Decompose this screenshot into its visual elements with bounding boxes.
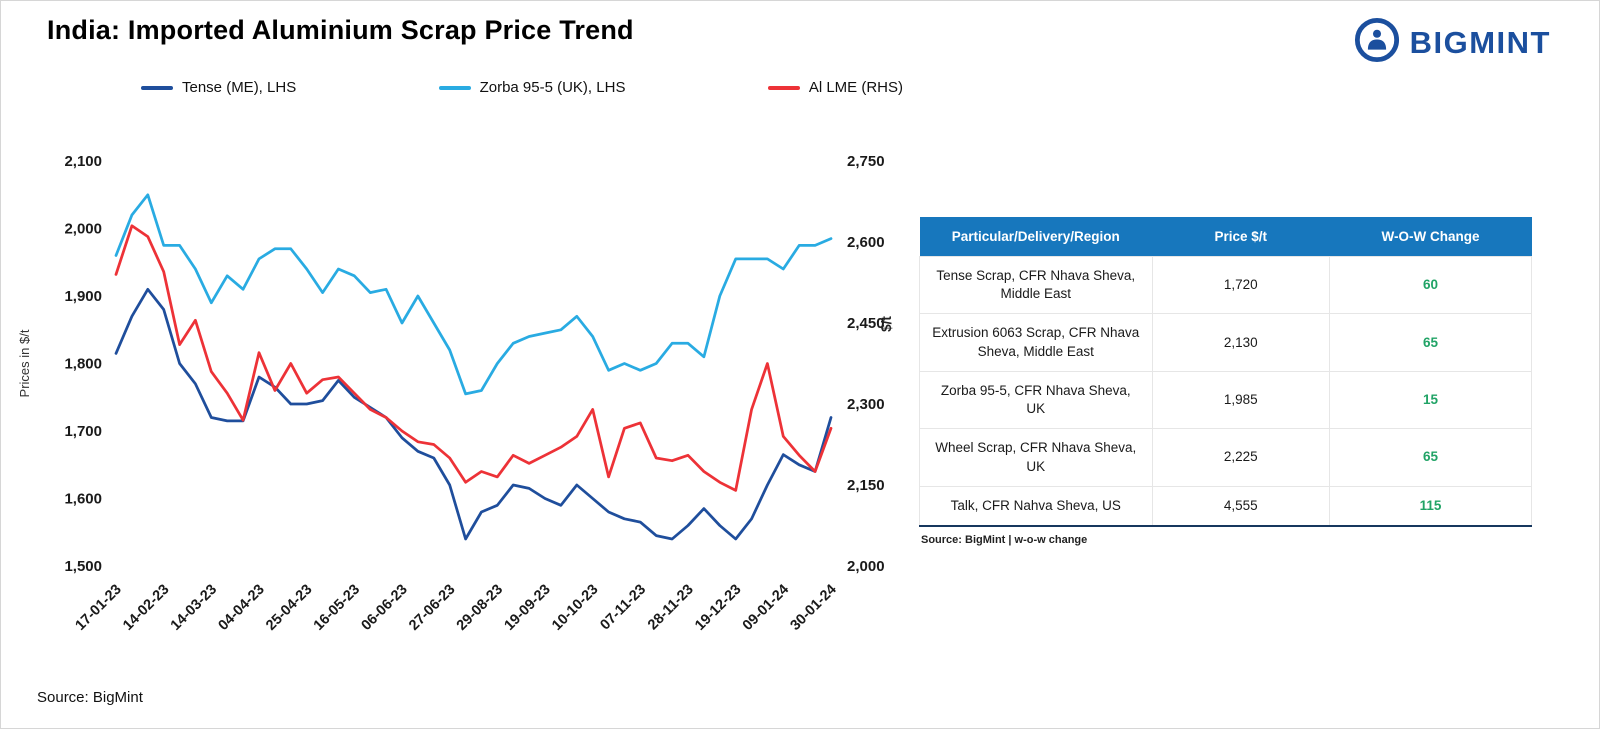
- left-axis-tick-label: 1,700: [64, 423, 102, 440]
- x-axis-tick-label: 30-01-24: [787, 582, 839, 634]
- table-header-row: Particular/Delivery/Region Price $/t W-O-W…: [919, 217, 1532, 257]
- bigmint-logo-text: BIGMINT: [1409, 24, 1551, 60]
- x-axis-tick-label: 17-01-23: [72, 582, 124, 634]
- legend-label: Zorba 95-5 (UK), LHS: [479, 79, 626, 96]
- cell-wow-change: 65: [1329, 428, 1532, 487]
- line-chart-svg: 1,500 1,600 1,700 1,800 1,900 2,000 2,100 2,000…: [17, 153, 894, 634]
- legend-label: Tense (ME), LHS: [182, 79, 297, 96]
- page-title: India: Imported Aluminium Scrap Price Tr…: [47, 15, 634, 45]
- x-axis-tick-label: 28-11-23: [645, 582, 697, 634]
- left-axis-tick-label: 1,600: [64, 491, 102, 508]
- x-axis-tick-label: 29-08-23: [454, 582, 506, 634]
- table-row: Wheel Scrap, CFR Nhava Sheva, UK 2,225 65: [919, 428, 1532, 487]
- x-axis-tick-label: 14-03-23: [168, 582, 220, 634]
- chart-legend: Tense (ME), LHS Zorba 95-5 (UK), LHS Al LM…: [141, 79, 903, 96]
- right-axis-tick-label: 2,150: [847, 477, 885, 494]
- cell-particular: Wheel Scrap, CFR Nhava Sheva, UK: [919, 428, 1153, 487]
- cell-wow-change: 115: [1329, 485, 1532, 527]
- table-row: Extrusion 6063 Scrap, CFR Nhava Sheva, M…: [919, 313, 1532, 372]
- right-axis-tick-label: 2,300: [847, 396, 885, 413]
- table-footnote: Source: BigMint | w-o-w change: [921, 533, 1088, 546]
- x-axis-tick-label: 19-09-23: [501, 582, 553, 634]
- cell-particular: Zorba 95-5, CFR Nhava Sheva, UK: [919, 370, 1153, 430]
- legend-item-tense-me-lhs: Tense (ME), LHS: [141, 79, 296, 96]
- bigmint-logo-icon: [1354, 17, 1400, 68]
- series-line-tense-me-lhs: [114, 287, 833, 541]
- column-header-w-o-w-change: W-O-W Change: [1329, 217, 1532, 257]
- x-axis-tick-label: 07-11-23: [597, 582, 649, 634]
- legend-swatch: [438, 85, 471, 90]
- table-row: Zorba 95-5, CFR Nhava Sheva, UK 1,985 15: [919, 370, 1532, 430]
- x-axis-tick-label: 06-06-23: [358, 582, 410, 634]
- cell-price: 1,720: [1151, 255, 1331, 315]
- column-header-price-t: Price $/t: [1152, 217, 1330, 257]
- x-axis-tick-label: 27-06-23: [406, 582, 458, 634]
- left-axis-tick-label: 2,000: [64, 221, 102, 238]
- cell-wow-change: 60: [1329, 255, 1532, 315]
- table-row: Tense Scrap, CFR Nhava Sheva, Middle Eas…: [919, 255, 1532, 315]
- price-table-section: Particular/Delivery/Region Price $/t W-O-W…: [919, 217, 1532, 546]
- x-axis-tick-label: 16-05-23: [311, 582, 363, 634]
- cell-price: 2,225: [1151, 428, 1331, 487]
- right-axis-tick-label: 2,000: [847, 558, 885, 575]
- cell-price: 1,985: [1151, 370, 1331, 430]
- right-axis-tick-label: 2,450: [847, 315, 885, 332]
- series-line-zorba-95-5-uk-lhs: [114, 193, 833, 396]
- x-axis-tick-label: 25-04-23: [263, 582, 315, 634]
- legend-swatch: [767, 85, 800, 90]
- cell-particular: Extrusion 6063 Scrap, CFR Nhava Sheva, M…: [919, 313, 1153, 372]
- legend-label: Al LME (RHS): [808, 79, 903, 96]
- cell-particular: Tense Scrap, CFR Nhava Sheva, Middle Eas…: [919, 255, 1153, 315]
- cell-price: 2,130: [1151, 313, 1331, 372]
- left-axis-tick-label: 1,800: [64, 356, 102, 373]
- source-note: Source: BigMint: [37, 689, 143, 706]
- cell-price: 4,555: [1151, 485, 1331, 527]
- price-trend-chart: 1,500 1,600 1,700 1,800 1,900 2,000 2,100 2,000…: [13, 119, 913, 664]
- legend-item-al-lme-rhs: Al LME (RHS): [767, 79, 903, 96]
- left-axis-tick-label: 1,900: [64, 288, 102, 305]
- x-axis-tick-label: 04-04-23: [215, 582, 267, 634]
- legend-item-zorba-95-5-uk-lhs: Zorba 95-5 (UK), LHS: [438, 79, 626, 96]
- right-axis-tick-label: 2,750: [847, 153, 885, 170]
- price-table: Particular/Delivery/Region Price $/t W-O-W…: [919, 217, 1532, 527]
- legend-swatch: [141, 85, 173, 90]
- series-line-al-lme-rhs: [114, 224, 833, 492]
- cell-wow-change: 15: [1329, 370, 1532, 430]
- cell-particular: Talk, CFR Nahva Sheva, US: [919, 485, 1153, 527]
- bigmint-logo: BIGMINT: [1354, 17, 1551, 68]
- x-axis-tick-label: 14-02-23: [120, 582, 172, 634]
- left-axis-tick-label: 1,500: [64, 558, 102, 575]
- left-axis-tick-label: 2,100: [64, 153, 102, 170]
- cell-wow-change: 65: [1329, 313, 1532, 372]
- x-axis-tick-label: 10-10-23: [549, 582, 601, 634]
- column-header-particular-delivery-region: Particular/Delivery/Region: [919, 217, 1153, 257]
- table-row: Talk, CFR Nahva Sheva, US 4,555 115: [919, 485, 1532, 527]
- x-axis-tick-label: 19-12-23: [692, 582, 744, 634]
- right-axis-tick-label: 2,600: [847, 234, 885, 251]
- right-axis-title: $/t: [879, 316, 894, 332]
- price-table-head: Particular/Delivery/Region Price $/t W-O-W…: [919, 217, 1532, 257]
- price-table-body: Tense Scrap, CFR Nhava Sheva, Middle Eas…: [919, 255, 1532, 527]
- x-axis-tick-label: 09-01-24: [740, 582, 792, 634]
- left-axis-title: Prices in $/t: [17, 329, 32, 397]
